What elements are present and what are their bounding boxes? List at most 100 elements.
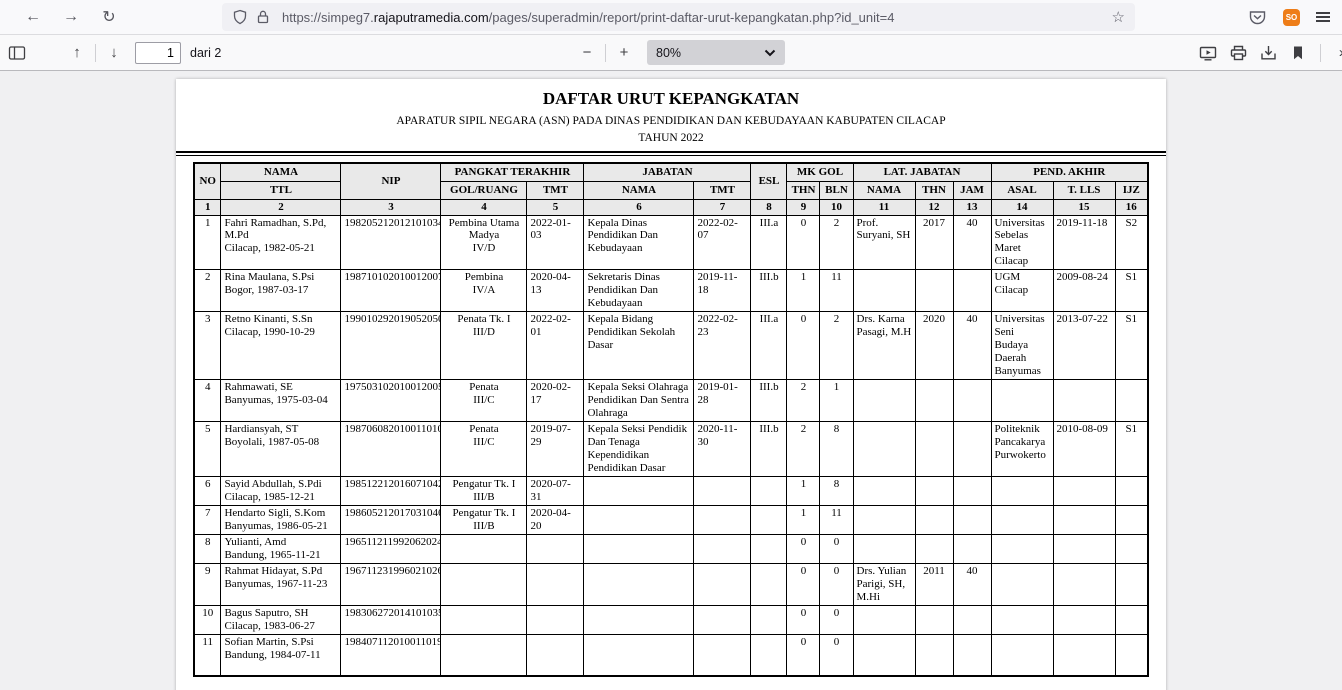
table-cell: Sekretaris Dinas Pendidikan Dan Kebudaya… <box>583 269 695 313</box>
table-row: 8 Yulianti, Amd Bandung, 1965-11-21 196511… <box>193 533 1149 564</box>
zoom-out-button[interactable]: − <box>574 40 600 66</box>
table-cell <box>914 533 954 564</box>
table-cell <box>990 533 1054 564</box>
header-pangkat-terakhir: PANGKAT TERAKHIR <box>440 162 585 182</box>
page-total-label: dari 2 <box>190 45 222 60</box>
table-cell: 0 <box>786 214 821 271</box>
header-row-groups: NO NAMA NIP PANGKAT TERAKHIR JABATAN ESL… <box>193 162 1149 200</box>
previous-page-button[interactable]: ↑ <box>64 40 90 66</box>
divider <box>95 43 96 62</box>
table-cell <box>952 604 992 635</box>
header-asal: ASAL <box>990 180 1054 200</box>
table-cell: 199010292019052050 <box>340 311 442 381</box>
bookmark-star-icon[interactable]: ☆ <box>1111 9 1125 26</box>
url-bar[interactable]: https://simpeg7.rajaputramedia.com/pages… <box>222 3 1135 31</box>
forward-icon: → <box>63 8 79 25</box>
table-cell <box>1114 504 1149 535</box>
table-cell: 1 <box>193 214 222 271</box>
table-cell <box>990 379 1054 423</box>
table-cell <box>750 633 788 677</box>
table-cell: 2020-04-13 <box>526 269 585 313</box>
table-cell: 198306272014101035 <box>340 604 442 635</box>
table-cell: Drs. Karna Pasagi, M.H <box>852 311 916 381</box>
table-row: 5 Hardiansyah, ST Boyolali, 1987-05-08 198… <box>193 421 1149 477</box>
header-mk-bln: BLN <box>819 180 854 200</box>
zoom-in-button[interactable]: + <box>611 40 637 66</box>
print-button[interactable] <box>1225 40 1251 66</box>
table-cell: Drs. Yulian Parigi, SH, M.Hi <box>852 562 916 606</box>
back-button[interactable]: ← <box>18 3 48 31</box>
table-cell: 11 <box>819 504 854 535</box>
zoom-level-select[interactable]: 80% <box>647 40 785 65</box>
document-page: DAFTAR URUT KEPANGKATAN APARATUR SIPIL N… <box>176 79 1166 690</box>
forward-button[interactable]: → <box>56 3 86 31</box>
table-cell <box>990 504 1054 535</box>
table-cell: Politeknik Pancakarya Purwokerto <box>990 421 1054 477</box>
table-cell: 2 <box>819 311 854 381</box>
header-lat-nama: NAMA <box>852 180 916 200</box>
table-cell <box>693 633 752 677</box>
page-number-input[interactable] <box>135 41 181 64</box>
column-number-cell: 14 <box>990 198 1054 216</box>
table-row: 2 Rina Maulana, S.Psi Bogor, 1987-03-17 19… <box>193 269 1149 313</box>
table-cell: 2020-11-30 <box>693 421 752 477</box>
table-cell: 198407112010011019 <box>340 633 442 677</box>
current-view-button[interactable] <box>1285 40 1311 66</box>
table-cell: Prof. Suryani, SH <box>852 214 916 271</box>
table-cell: 2009-08-24 <box>1052 269 1116 313</box>
table-cell: 2 <box>786 379 821 423</box>
table-cell <box>852 533 916 564</box>
presentation-icon <box>1199 46 1217 61</box>
sidebar-toggle-button[interactable] <box>4 40 30 66</box>
table-cell: 40 <box>952 562 992 606</box>
table-cell <box>914 504 954 535</box>
table-cell: 11 <box>193 633 222 677</box>
column-number-cell: 4 <box>440 198 528 216</box>
sidebar-icon <box>8 45 26 60</box>
duk-table: NO NAMA NIP PANGKAT TERAKHIR JABATAN ESL… <box>192 162 1150 678</box>
table-cell: 8 <box>819 421 854 477</box>
minus-icon: − <box>582 44 592 61</box>
table-cell <box>693 562 752 606</box>
save-button[interactable] <box>1255 40 1281 66</box>
table-row: 7 Hendarto Sigli, S.Kom Banyumas, 1986-05… <box>193 504 1149 535</box>
presentation-mode-button[interactable] <box>1195 40 1221 66</box>
shield-icon[interactable] <box>232 9 248 25</box>
table-cell <box>914 421 954 477</box>
document-year: TAHUN 2022 <box>638 132 704 144</box>
table-cell: 198706082010011010 <box>340 421 442 477</box>
table-cell: 0 <box>786 562 821 606</box>
table-cell <box>852 269 916 313</box>
table-cell <box>914 379 954 423</box>
pocket-icon[interactable] <box>1248 9 1267 26</box>
table-cell: Kepala Seksi Pendidik Dan Tenaga Kependi… <box>583 421 695 477</box>
table-cell <box>1114 475 1149 506</box>
table-cell <box>526 633 585 677</box>
table-cell <box>1052 504 1116 535</box>
table-cell: 2020-02-17 <box>526 379 585 423</box>
table-cell <box>852 379 916 423</box>
table-cell <box>852 604 916 635</box>
table-cell: III.a <box>750 311 788 381</box>
header-no: NO <box>193 162 222 200</box>
table-cell: Pembina Utama Madya IV/D <box>440 214 528 271</box>
table-cell: Universitas Sebelas Maret Cilacap <box>990 214 1054 271</box>
more-tools-button[interactable]: » <box>1330 40 1342 66</box>
download-icon <box>1260 45 1276 59</box>
table-cell: S1 <box>1114 311 1149 381</box>
table-cell <box>852 633 916 677</box>
table-cell: III.b <box>750 421 788 477</box>
title-separator-rule <box>176 151 1166 156</box>
table-cell <box>583 604 695 635</box>
table-cell: Pengatur Tk. I III/B <box>440 475 528 506</box>
zoom-level-value: 80% <box>656 45 682 60</box>
next-page-button[interactable]: ↓ <box>101 40 127 66</box>
lock-icon[interactable] <box>256 9 270 25</box>
chevron-down-icon <box>764 49 776 57</box>
table-cell: 9 <box>193 562 222 606</box>
column-number-cell: 5 <box>526 198 585 216</box>
reload-button[interactable]: ↻ <box>94 3 124 31</box>
table-cell: 0 <box>786 604 821 635</box>
extension-icon[interactable]: SO <box>1283 8 1300 26</box>
menu-icon[interactable] <box>1316 10 1330 25</box>
